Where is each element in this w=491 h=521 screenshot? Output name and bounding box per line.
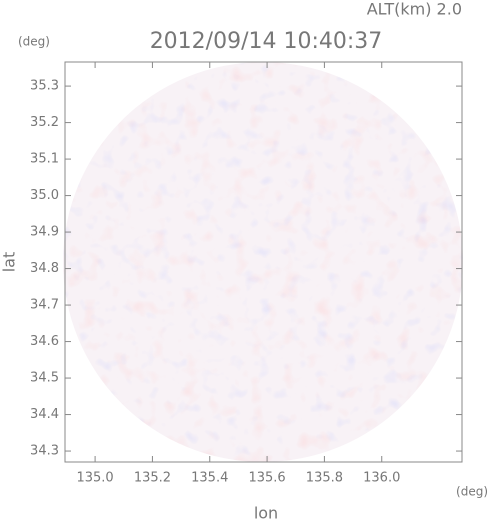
y-tick-label: 35.1 xyxy=(30,152,59,167)
y-axis-label: lat xyxy=(0,252,19,273)
y-tick-label: 35.3 xyxy=(30,79,59,94)
chart-title: 2012/09/14 10:40:37 xyxy=(150,29,383,54)
field-texture-blue xyxy=(63,62,463,462)
x-tick-label: 135.2 xyxy=(134,471,171,486)
x-tick-label: 135.6 xyxy=(248,471,285,486)
y-tick-label: 34.8 xyxy=(30,261,59,276)
y-tick-label: 34.3 xyxy=(30,444,59,459)
y-tick-label: 35.2 xyxy=(30,115,59,130)
altitude-label: ALT(km) 2.0 xyxy=(367,0,462,19)
y-tick-label: 35.0 xyxy=(30,188,59,203)
x-tick-label: 135.4 xyxy=(191,471,228,486)
plot-frame xyxy=(64,61,463,463)
y-tick-label: 34.9 xyxy=(30,225,59,240)
y-tick-label: 34.5 xyxy=(30,371,59,386)
y-tick-label: 34.4 xyxy=(30,407,59,422)
x-axis-label: lon xyxy=(254,504,278,521)
y-unit: (deg) xyxy=(18,35,50,49)
y-tick-label: 34.7 xyxy=(30,298,59,313)
x-unit: (deg) xyxy=(456,485,488,499)
radar-field xyxy=(63,62,463,462)
x-tick-label: 136.0 xyxy=(363,471,400,486)
x-tick-label: 135.0 xyxy=(76,471,113,486)
x-tick-label: 135.8 xyxy=(306,471,343,486)
y-tick-label: 34.6 xyxy=(30,334,59,349)
